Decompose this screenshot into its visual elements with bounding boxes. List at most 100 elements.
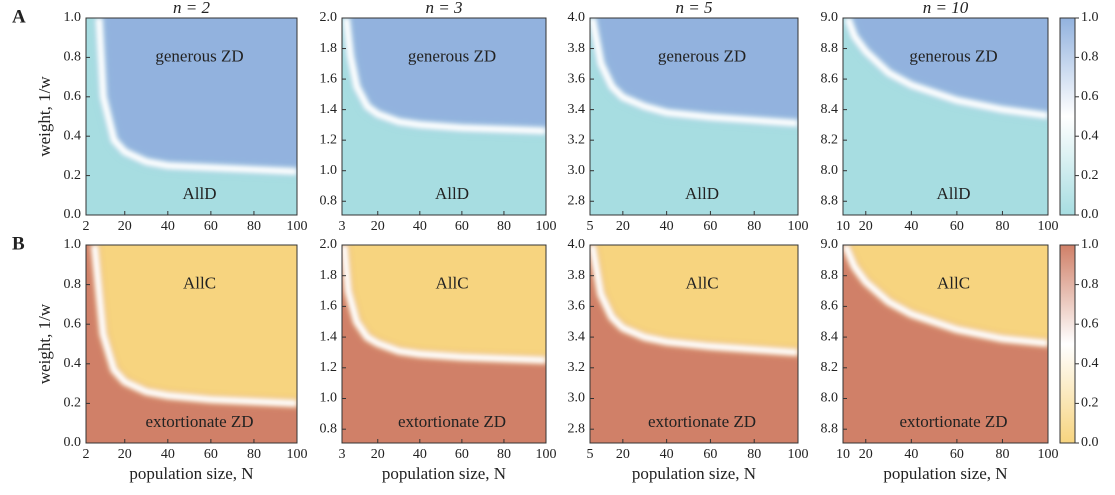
y-tick-label: 8.8	[821, 41, 839, 56]
y-tick-label: 8.0	[821, 391, 839, 406]
y-tick-label: 3.4	[568, 102, 586, 117]
x-axis-label: population size, N	[382, 464, 506, 483]
plot-frame	[85, 17, 298, 216]
y-tick-label: 1.8	[320, 41, 338, 56]
y-tick-label: 0.8	[320, 193, 338, 208]
colorbar-tick-label: 0.4	[1081, 128, 1099, 143]
x-tick-label: 80	[497, 219, 511, 234]
y-tick-label: 1.0	[320, 391, 338, 406]
x-tick-label: 60	[455, 219, 469, 234]
x-tick-label: 2	[83, 219, 90, 234]
colorbar-tick-label: 0.6	[1081, 89, 1099, 104]
boundary-line	[843, 245, 1048, 347]
region-top	[592, 18, 798, 124]
colorbar	[1059, 17, 1076, 216]
x-tick-label: 40	[660, 219, 674, 234]
annotation: generous ZD	[909, 46, 997, 65]
boundary-line	[91, 245, 297, 407]
plot-frame	[341, 17, 547, 216]
annotation: AllD	[183, 184, 217, 203]
annotation: AllD	[685, 184, 719, 203]
y-tick-label: 8.2	[821, 132, 839, 147]
x-tick-label: 5	[587, 219, 594, 234]
y-tick-label: 3.0	[568, 163, 586, 178]
panel-label: B	[12, 233, 25, 254]
x-tick-label: 60	[204, 219, 218, 234]
heatmap-panel	[86, 18, 297, 215]
colorbar-tick-label: 0.2	[1081, 168, 1099, 183]
region-top	[592, 245, 798, 353]
annotation: extortionate ZD	[145, 412, 253, 431]
panel-title: n = 10	[923, 0, 969, 17]
y-tick-label: 3.8	[568, 41, 586, 56]
annotation: extortionate ZD	[398, 412, 506, 431]
colorbar-tick-label: 0.0	[1081, 207, 1099, 222]
y-tick-label: 0.0	[64, 207, 82, 222]
x-tick-label: 40	[413, 219, 427, 234]
y-tick-label: 3.4	[568, 329, 586, 344]
plot-frame	[85, 244, 298, 444]
y-tick-label: 1.8	[320, 268, 338, 283]
x-tick-label: 80	[995, 219, 1009, 234]
y-axis-label: weight, 1/w	[35, 303, 54, 384]
y-tick-label: 3.6	[568, 71, 586, 86]
region-top	[98, 18, 297, 172]
y-tick-label: 1.6	[320, 299, 338, 314]
region-top	[94, 245, 297, 404]
y-tick-label: 8.8	[821, 193, 839, 208]
x-tick-label: 100	[788, 219, 809, 234]
x-tick-label: 3	[339, 447, 346, 462]
x-tick-label: 40	[161, 219, 175, 234]
colorbar-tick-label: 0.8	[1081, 50, 1099, 65]
colorbar-tick-label: 0.6	[1081, 316, 1099, 331]
boundary-line	[590, 18, 798, 127]
y-tick-label: 0.2	[64, 396, 82, 411]
annotation: generous ZD	[658, 46, 746, 65]
y-tick-label: 1.2	[320, 132, 338, 147]
x-tick-label: 20	[616, 219, 630, 234]
x-tick-label: 40	[904, 219, 918, 234]
heatmap-panel	[86, 245, 297, 443]
x-axis-label: population size, N	[632, 464, 756, 483]
annotation: AllC	[435, 274, 468, 293]
boundary-line	[95, 18, 297, 176]
x-tick-label: 80	[995, 447, 1009, 462]
x-tick-label: 80	[247, 219, 261, 234]
y-tick-label: 1.4	[320, 329, 338, 344]
annotation: extortionate ZD	[648, 412, 756, 431]
colorbar-tick-label: 0.8	[1081, 277, 1099, 292]
panel-title: n = 5	[676, 0, 713, 17]
region-top	[344, 245, 546, 361]
annotation: generous ZD	[155, 46, 243, 65]
boundary-line	[590, 245, 798, 356]
colorbar-tick-label: 0.0	[1081, 435, 1099, 450]
y-tick-label: 2.0	[320, 237, 338, 252]
y-tick-label: 8.8	[821, 268, 839, 283]
x-tick-label: 100	[287, 447, 308, 462]
region-top	[845, 245, 1048, 344]
x-tick-label: 100	[1038, 219, 1059, 234]
x-tick-label: 20	[859, 447, 873, 462]
plot-frame	[842, 244, 1049, 444]
y-tick-label: 8.0	[821, 163, 839, 178]
x-tick-label: 60	[703, 447, 717, 462]
heatmap-panel	[843, 18, 1048, 215]
x-tick-label: 2	[83, 447, 90, 462]
panel-title: n = 2	[173, 0, 210, 17]
annotation: generous ZD	[408, 46, 496, 65]
boundary-line	[342, 245, 546, 364]
annotation: AllD	[435, 184, 469, 203]
y-tick-label: 8.4	[821, 329, 839, 344]
x-tick-label: 100	[1038, 447, 1059, 462]
y-tick-label: 2.0	[320, 10, 338, 25]
x-tick-label: 20	[118, 219, 132, 234]
annotation: AllC	[183, 274, 216, 293]
colorbar-tick-label: 1.0	[1081, 237, 1099, 252]
x-tick-label: 5	[587, 447, 594, 462]
panel-title: n = 3	[426, 0, 463, 17]
y-tick-label: 8.4	[821, 102, 839, 117]
colorbar	[1059, 244, 1076, 444]
y-tick-label: 3.2	[568, 132, 586, 147]
x-tick-label: 3	[339, 219, 346, 234]
